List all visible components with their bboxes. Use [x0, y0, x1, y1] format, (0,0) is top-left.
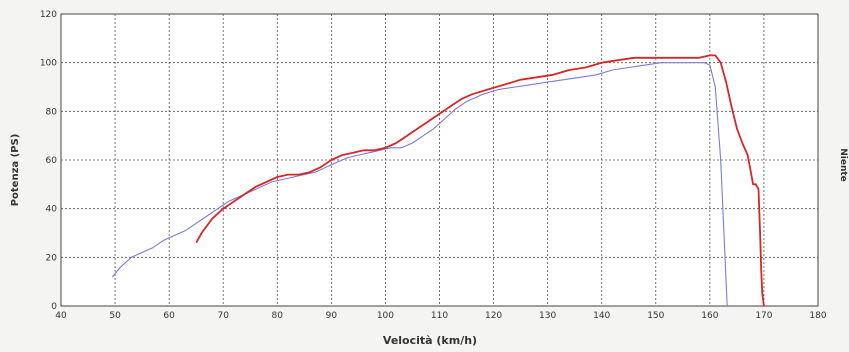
- y-tick-label-0: 0: [51, 302, 57, 312]
- x-tick-label-5: 90: [326, 311, 338, 321]
- x-tick-label-10: 140: [593, 311, 610, 321]
- series-line-0: [111, 62, 728, 307]
- x-tick-label-0: 40: [55, 311, 67, 321]
- x-tick-label-6: 100: [377, 311, 394, 321]
- y-axis-label: Potenza (PS): [10, 134, 21, 207]
- x-tick-labels: 40 50 60 70 80 90 100 110 120 130 140 150 160 170 180: [55, 311, 827, 321]
- x-tick-label-14: 180: [809, 311, 826, 321]
- series-line-1: [195, 54, 765, 307]
- y-tick-labels: 0 20 40 60 80 100 120: [40, 10, 57, 312]
- x-tick-label-8: 120: [485, 311, 502, 321]
- x-tick-label-13: 170: [755, 311, 772, 321]
- x-tick-label-9: 130: [539, 311, 556, 321]
- series-layer: [111, 54, 765, 307]
- right-axis-label: Niente: [838, 148, 848, 182]
- y-tick-label-2: 40: [46, 205, 58, 215]
- y-tick-label-4: 80: [46, 107, 58, 117]
- y-tick-label-1: 20: [46, 253, 58, 263]
- x-tick-label-12: 160: [701, 311, 718, 321]
- y-tick-label-6: 120: [40, 10, 57, 20]
- x-tick-label-2: 60: [163, 311, 175, 321]
- x-axis-label: Velocità (km/h): [383, 334, 477, 347]
- x-tick-label-1: 50: [109, 311, 121, 321]
- x-tick-label-7: 110: [431, 311, 448, 321]
- x-tick-label-4: 80: [272, 311, 284, 321]
- y-tick-label-5: 100: [40, 59, 57, 69]
- x-tick-label-3: 70: [217, 311, 229, 321]
- x-tick-label-11: 150: [647, 311, 664, 321]
- y-tick-label-3: 60: [46, 156, 58, 166]
